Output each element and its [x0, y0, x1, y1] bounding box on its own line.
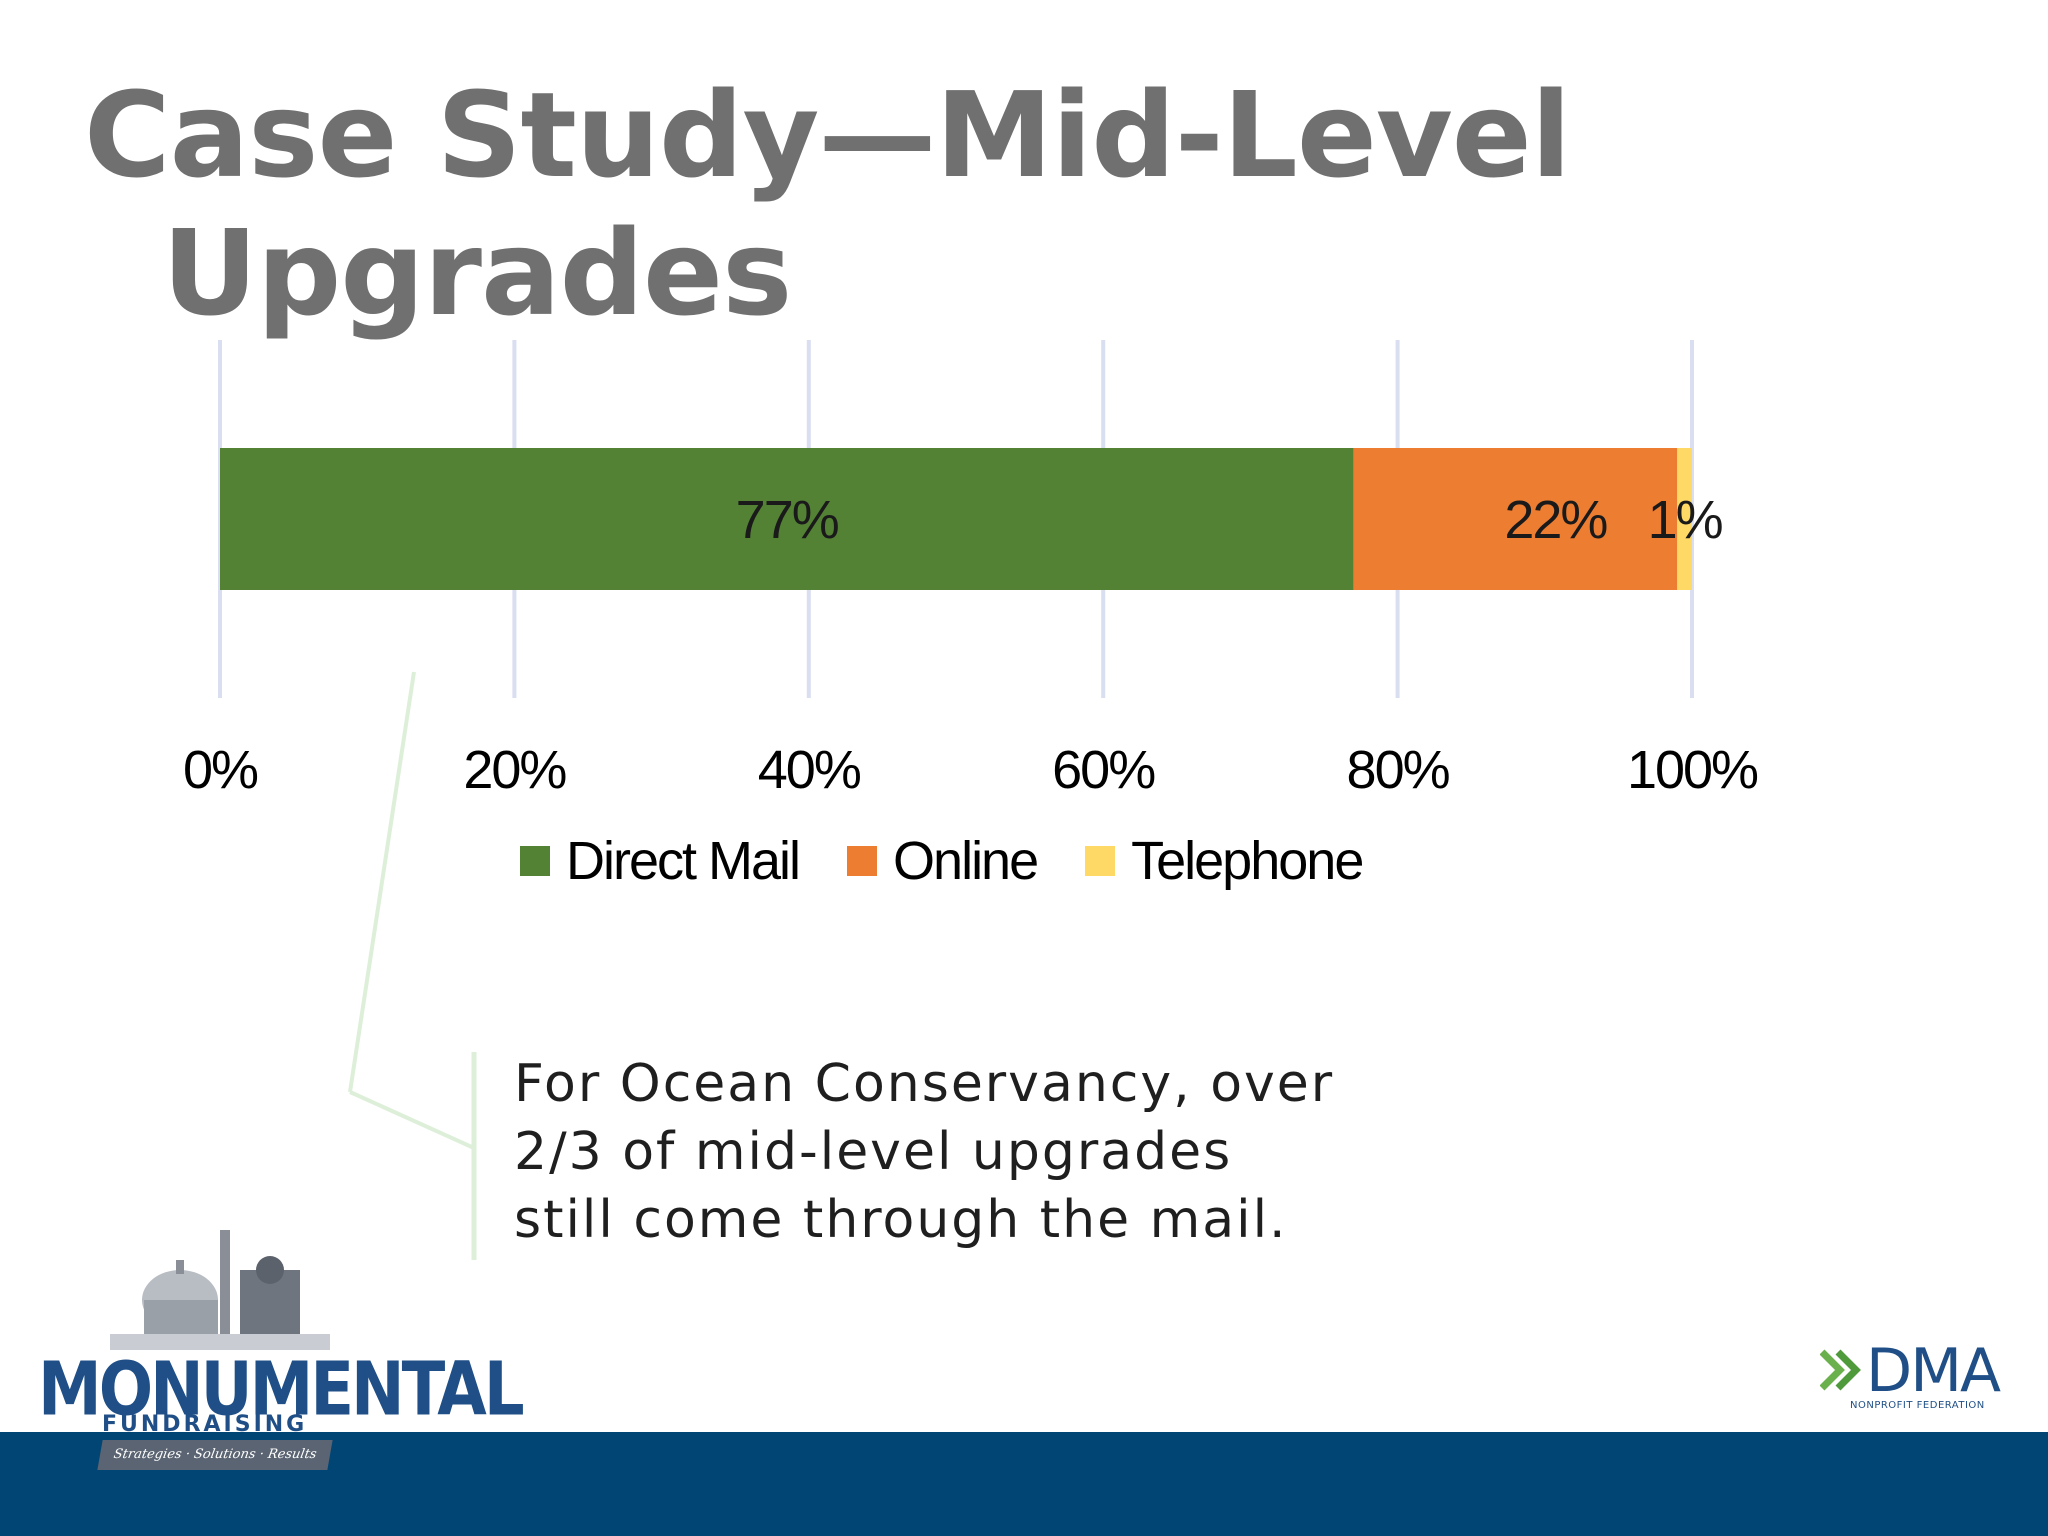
monumental-fundraising-logo: MONUMENTAL FUNDRAISING Strategies · Solu… [30, 1230, 525, 1480]
double-chevron-icon [1820, 1349, 1861, 1391]
callout-line: 2/3 of mid-level upgrades [514, 1122, 1233, 1182]
legend-swatch [1085, 846, 1116, 876]
callout-elbow-line [349, 1090, 475, 1150]
callout-text: For Ocean Conservancy, over 2/3 of mid-le… [514, 1050, 1334, 1254]
legend-swatch [520, 846, 550, 876]
bar-segment-online [1353, 448, 1678, 590]
title-line-1: Case Study—Mid-Level [84, 66, 1571, 204]
logo-left-sub: FUNDRAISING [102, 1412, 308, 1437]
data-label: 77% [736, 490, 839, 550]
callout-line: still come through the mail. [514, 1190, 1288, 1250]
x-tick-label: 100% [1627, 740, 1758, 800]
callout-line: For Ocean Conservancy, over [514, 1054, 1335, 1114]
legend-label: Telephone [1131, 831, 1364, 891]
title-line-2: Upgrades [162, 204, 792, 342]
monuments-illustration-icon [110, 1230, 330, 1350]
logo-right-main: DMA [1866, 1336, 2001, 1406]
logo-right-sub: NONPROFIT FEDERATION [1850, 1400, 1985, 1411]
data-label: 22% [1504, 490, 1607, 550]
x-tick-label: 80% [1347, 740, 1450, 800]
dma-logo: DMA NONPROFIT FEDERATION [1820, 1336, 2010, 1416]
footer-band [0, 1432, 2048, 1536]
legend-item: Online [847, 830, 1039, 892]
legend-label: Direct Mail [566, 831, 801, 891]
data-labels: 77% 22% 1% [736, 490, 1725, 550]
slide-title: Case Study—Mid-Level Upgrades [84, 66, 1571, 342]
legend-label: Online [893, 831, 1039, 891]
logo-left-main: MONUMENTAL [38, 1348, 525, 1434]
bar-segment-direct-mail [220, 448, 1354, 590]
x-tick-label: 60% [1052, 740, 1155, 800]
callout-leader-line [348, 671, 416, 1093]
x-tick-label: 20% [463, 740, 566, 800]
callout-connector [348, 671, 477, 1260]
data-label: 1% [1648, 490, 1723, 550]
legend-item: Telephone [1085, 830, 1364, 892]
bars [220, 448, 1692, 590]
bar-chart: 77% 22% 1% 0% 20% 40% 60% 80% 100% [183, 340, 1760, 1260]
bar-segment-telephone [1677, 448, 1692, 590]
x-tick-label: 40% [758, 740, 861, 800]
legend-swatch [847, 846, 878, 876]
x-tick-label: 0% [183, 740, 258, 800]
legend-item: Direct Mail [520, 830, 801, 892]
x-axis-ticks: 0% 20% 40% 60% 80% 100% [183, 740, 1760, 800]
chart-legend: Direct Mail Online Telephone [520, 830, 1410, 892]
logo-left-ribbon: Strategies · Solutions · Results [97, 1440, 333, 1470]
